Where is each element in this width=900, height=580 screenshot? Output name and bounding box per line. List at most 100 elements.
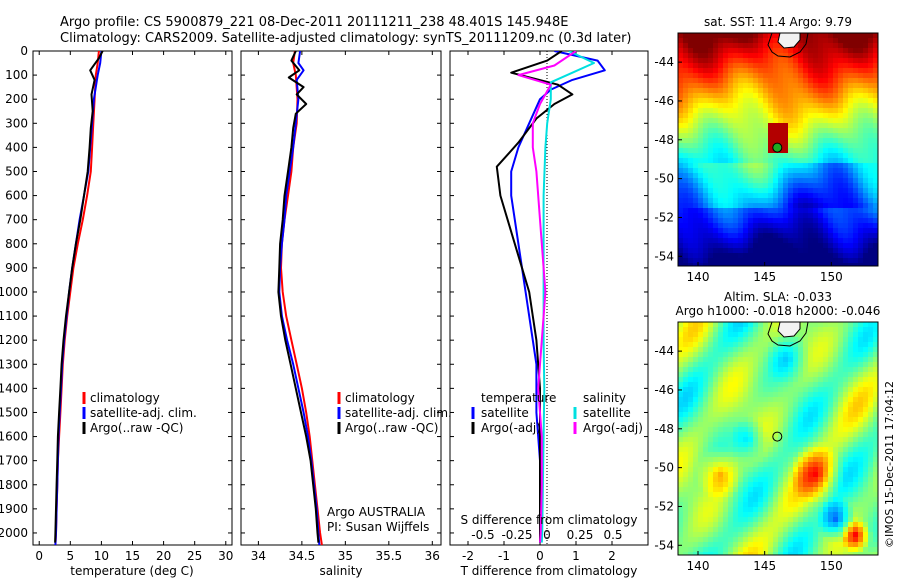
sla-cell xyxy=(688,522,694,528)
sla-cell xyxy=(873,547,878,553)
sla-cell xyxy=(783,347,789,353)
sst-cell xyxy=(803,48,809,54)
sla-cell xyxy=(803,352,809,358)
sla-cell xyxy=(753,337,759,343)
sst-cell xyxy=(728,208,734,214)
sst-cell xyxy=(703,233,709,239)
sst-cell xyxy=(798,98,804,104)
sla-cell xyxy=(703,547,709,553)
sla-cell xyxy=(773,437,779,443)
sst-cell xyxy=(783,88,789,94)
sst-cell xyxy=(818,148,824,154)
sla-cell xyxy=(788,402,794,408)
sst-cell xyxy=(698,83,704,89)
sla-cell xyxy=(823,447,829,453)
sla-cell xyxy=(758,537,764,543)
sla-cell xyxy=(863,362,869,368)
sla-cell xyxy=(738,357,744,363)
sla-cell xyxy=(808,327,814,333)
sst-cell xyxy=(733,168,739,174)
series-line-argo-raw-qc- xyxy=(54,51,104,543)
sla-cell xyxy=(843,332,849,338)
sst-cell xyxy=(818,188,824,194)
sst-cell xyxy=(693,233,699,239)
sla-cell xyxy=(683,457,689,463)
sst-cell xyxy=(853,263,859,266)
sla-cell xyxy=(778,387,784,393)
sla-cell xyxy=(723,517,729,523)
sla-cell xyxy=(748,407,754,413)
sla-cell xyxy=(838,457,844,463)
sla-cell xyxy=(783,432,789,438)
sla-cell xyxy=(688,342,694,348)
sla-cell xyxy=(863,337,869,343)
sla-cell xyxy=(693,527,699,533)
sla-cell xyxy=(848,347,854,353)
sst-cell xyxy=(783,73,789,79)
sst-cell xyxy=(813,168,819,174)
sla-cell xyxy=(813,462,819,468)
sla-cell xyxy=(793,362,799,368)
sla-cell xyxy=(823,467,829,473)
sst-cell xyxy=(693,178,699,184)
sla-cell xyxy=(823,452,829,458)
sla-cell xyxy=(793,382,799,388)
sst-cell xyxy=(778,198,784,204)
sla-cell xyxy=(813,507,819,513)
sst-cell xyxy=(738,53,744,59)
sla-cell xyxy=(808,467,814,473)
sst-cell xyxy=(843,143,849,149)
sst-cell xyxy=(863,193,869,199)
sla-cell xyxy=(868,502,874,508)
sst-cell xyxy=(828,78,834,84)
sst-cell xyxy=(813,193,819,199)
sla-cell xyxy=(873,347,878,353)
sst-cell xyxy=(828,73,834,79)
sst-cell xyxy=(723,228,729,234)
sst-cell xyxy=(728,223,734,229)
sla-cell xyxy=(763,392,769,398)
sst-cell xyxy=(688,113,694,119)
depth-tick-label: 2000 xyxy=(0,526,28,540)
sst-cell xyxy=(703,38,709,44)
sla-cell xyxy=(818,377,824,383)
sla-cell xyxy=(803,457,809,463)
sst-cell xyxy=(783,63,789,69)
sst-cell xyxy=(813,58,819,64)
sst-cell xyxy=(873,263,878,266)
sla-cell xyxy=(768,532,774,538)
sla-cell xyxy=(798,442,804,448)
sst-cell xyxy=(758,33,764,39)
sst-cell xyxy=(688,193,694,199)
sst-cell xyxy=(718,233,724,239)
sst-cell xyxy=(698,48,704,54)
sla-cell xyxy=(768,377,774,383)
sla-cell xyxy=(873,407,878,413)
sla-cell xyxy=(768,467,774,473)
sla-cell xyxy=(763,547,769,553)
sst-cell xyxy=(803,223,809,229)
depth-tick-label: 0 xyxy=(20,44,28,58)
sst-cell xyxy=(798,143,804,149)
sst-cell xyxy=(768,168,774,174)
sst-cell xyxy=(793,263,799,266)
sla-cell xyxy=(803,332,809,338)
sla-cell xyxy=(733,402,739,408)
sla-cell xyxy=(798,392,804,398)
sst-cell xyxy=(803,183,809,189)
sst-cell xyxy=(693,258,699,264)
sla-cell xyxy=(848,472,854,478)
sst-cell xyxy=(863,78,869,84)
sla-cell xyxy=(798,347,804,353)
imos-credit: ©IMOS 15-Dec-2011 17:04:12 xyxy=(883,381,896,548)
sst-cell xyxy=(873,48,878,54)
sst-cell xyxy=(873,68,878,74)
sla-cell xyxy=(823,457,829,463)
sst-cell xyxy=(763,223,769,229)
sla-cell xyxy=(703,342,709,348)
sst-cell xyxy=(718,203,724,209)
sst-cell xyxy=(693,148,699,154)
sst-cell xyxy=(698,243,704,249)
sst-cell xyxy=(683,173,689,179)
sla-cell xyxy=(853,432,859,438)
